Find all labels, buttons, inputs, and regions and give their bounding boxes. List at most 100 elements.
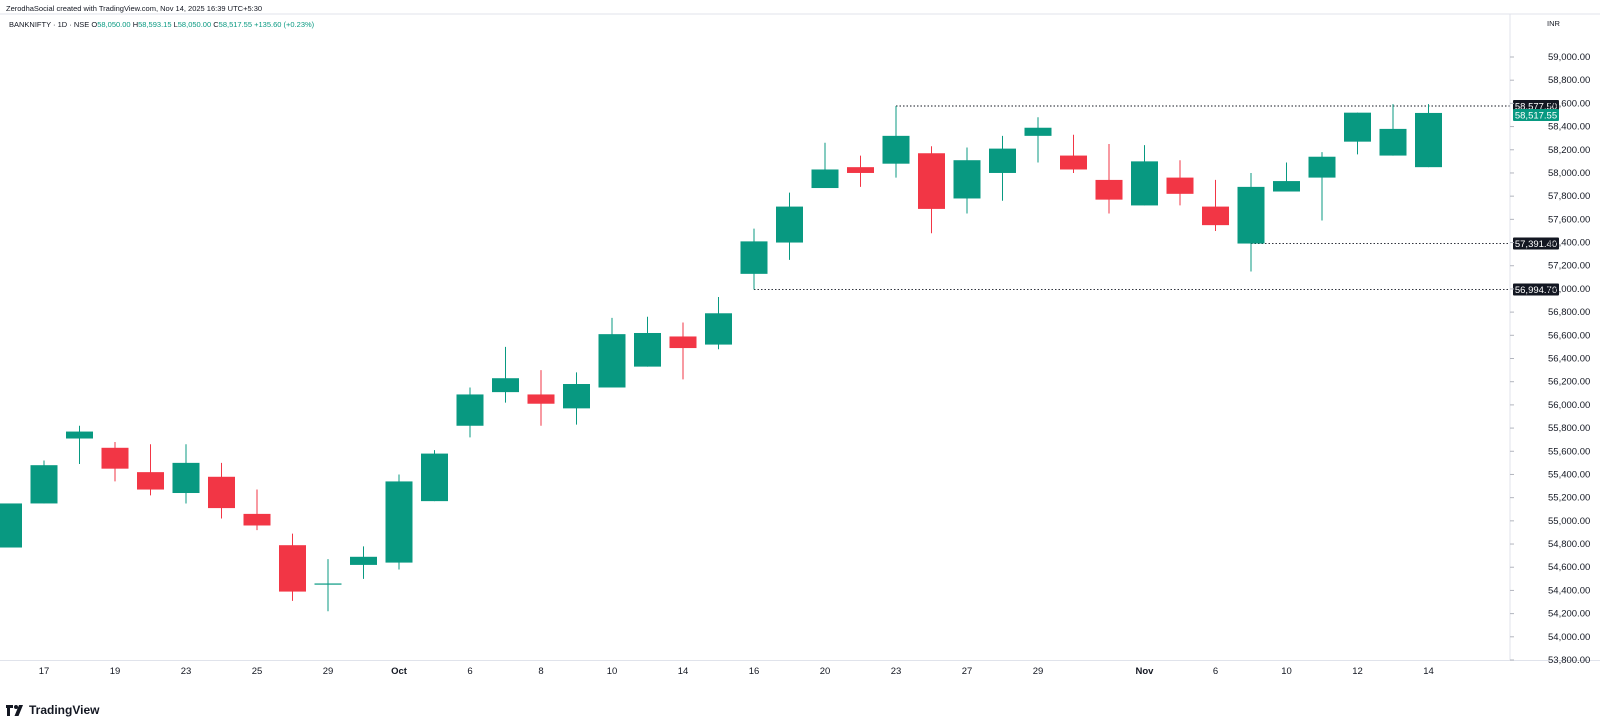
brand-footer[interactable]: TradingView	[6, 703, 99, 717]
candle-body	[1273, 181, 1300, 192]
candle	[563, 372, 590, 425]
time-axis-label: 12	[1352, 666, 1363, 677]
candle-body	[1095, 179, 1123, 200]
price-axis-label: 55,000.00	[1548, 516, 1590, 527]
candle-body	[669, 336, 697, 349]
candle-body	[66, 431, 93, 439]
candle	[776, 192, 803, 260]
price-axis-label: 57,400.00	[1548, 238, 1590, 249]
price-axis-label: 56,600.00	[1548, 330, 1590, 341]
high-value: 58,593.15	[138, 20, 172, 29]
candle-body	[172, 462, 200, 494]
candle-body	[314, 583, 342, 585]
time-axis-label: 14	[1423, 666, 1434, 677]
price-line-label: 57,391.40	[1515, 239, 1557, 250]
candle-body	[350, 556, 377, 565]
candle-body	[421, 453, 448, 502]
time-axis-label: 8	[538, 666, 543, 677]
candle-body	[385, 481, 413, 563]
candle	[1308, 152, 1336, 221]
price-axis-label: 56,000.00	[1548, 400, 1590, 411]
candle	[811, 142, 839, 189]
time-axis-label: 6	[1213, 666, 1218, 677]
price-line-label: 56,994.70	[1515, 285, 1557, 296]
high-label: H	[132, 20, 139, 29]
candle	[598, 317, 626, 388]
close-label: C	[213, 20, 219, 29]
candle-body	[1344, 112, 1371, 142]
candle-body	[1379, 128, 1407, 156]
candle	[350, 546, 377, 579]
candle-body	[953, 160, 981, 199]
candle	[66, 425, 93, 465]
time-axis-label: 6	[467, 666, 472, 677]
price-lines-layer: 58,577.50 57,391.40 56,994.70 58,517.55	[754, 99, 1559, 296]
candle	[137, 444, 164, 496]
candle	[243, 489, 271, 531]
symbol-legend: BANKNIFTY · 1D · NSE O58,050.00 H58,593.…	[9, 20, 314, 29]
candle-body	[563, 384, 590, 409]
price-axis-label: 56,800.00	[1548, 307, 1590, 318]
symbol-name[interactable]: BANKNIFTY · 1D · NSE	[9, 20, 90, 29]
candle-body	[918, 153, 945, 209]
candle-body	[30, 465, 58, 504]
candle	[30, 460, 58, 504]
candle	[847, 155, 874, 187]
price-axis-label: 56,400.00	[1548, 354, 1590, 365]
price-axis-label: 54,400.00	[1548, 585, 1590, 596]
candle	[705, 297, 732, 350]
price-axis-label: 57,600.00	[1548, 214, 1590, 225]
candle-body	[101, 447, 129, 469]
candle	[1131, 145, 1158, 206]
price-axis-label: 54,200.00	[1548, 609, 1590, 620]
price-axis-label: 55,400.00	[1548, 469, 1590, 480]
candle-body	[1024, 127, 1052, 136]
price-line-label: 58,577.50	[1515, 101, 1557, 112]
candle-body	[598, 334, 626, 388]
open-label: O	[91, 20, 98, 29]
candle	[882, 105, 910, 178]
candle-body	[776, 206, 803, 243]
price-axis-label: 55,600.00	[1548, 446, 1590, 457]
price-axis-label: 53,800.00	[1548, 655, 1590, 666]
candle	[1273, 162, 1300, 192]
candle	[208, 462, 235, 519]
price-axis-label: 56,200.00	[1548, 377, 1590, 388]
time-axis-label: Nov	[1136, 666, 1155, 677]
candle-body	[492, 378, 519, 393]
candle-body	[1202, 206, 1229, 226]
time-axis-label: 23	[181, 666, 192, 677]
candle	[1237, 172, 1265, 272]
time-axis-label: 29	[1033, 666, 1044, 677]
price-axis-label: 54,000.00	[1548, 632, 1590, 643]
price-axis-label: 57,800.00	[1548, 191, 1590, 202]
candle-body	[456, 394, 484, 426]
candle	[1202, 179, 1229, 231]
last-price-label: 58,517.55	[1515, 110, 1557, 121]
chart-credit: ZerodhaSocial created with TradingView.c…	[6, 4, 263, 13]
candle-body	[740, 241, 768, 274]
candle-body	[0, 503, 22, 548]
price-axis-label: 59,000.00	[1548, 52, 1590, 63]
candle	[634, 316, 661, 367]
candle	[492, 346, 519, 403]
time-axis-label: 10	[607, 666, 618, 677]
candle-body	[527, 394, 555, 404]
candle-body	[1060, 155, 1087, 170]
candle-body	[279, 545, 306, 592]
change-value: +135.60 (+0.23%)	[254, 20, 315, 29]
time-axis-label: 16	[749, 666, 760, 677]
candle-body	[634, 332, 661, 367]
candle	[385, 474, 413, 570]
candle-body	[811, 169, 839, 189]
currency-label[interactable]: INR	[1547, 19, 1560, 28]
candle-body	[137, 472, 164, 490]
candle	[279, 533, 306, 601]
low-label: L	[173, 20, 178, 29]
candle-body	[1131, 161, 1158, 206]
time-axis-label: 25	[252, 666, 263, 677]
price-line-label-bg	[1513, 237, 1559, 250]
candle	[1344, 112, 1371, 155]
time-axis-label: 27	[962, 666, 973, 677]
